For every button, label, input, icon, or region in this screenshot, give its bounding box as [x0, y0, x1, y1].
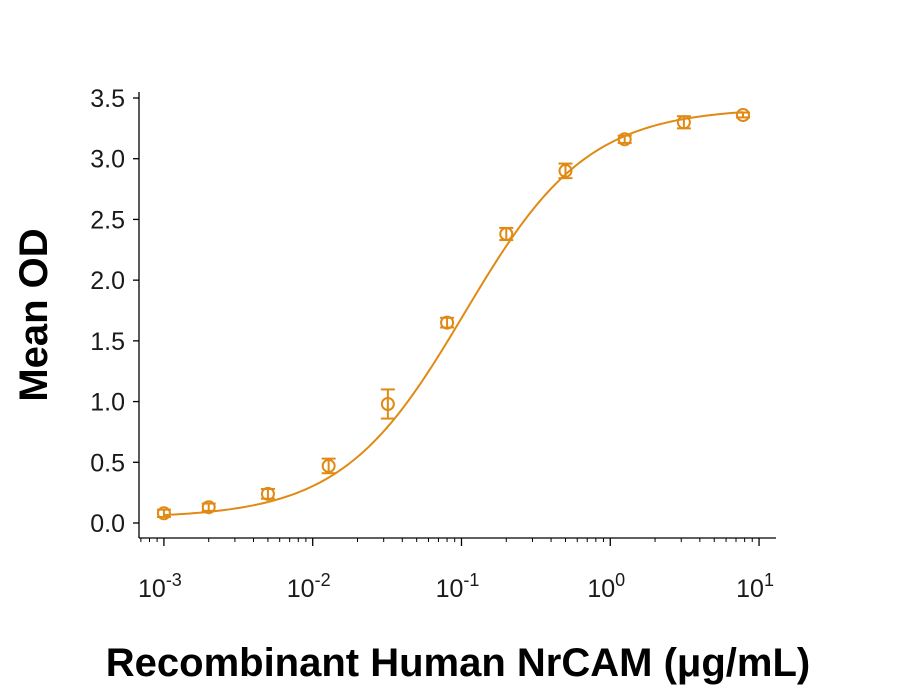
- data-point: [260, 486, 275, 501]
- x-tick-label: 101: [736, 570, 774, 603]
- marker: [260, 486, 275, 501]
- marker: [156, 506, 171, 521]
- y-tick-label: 1.5: [90, 328, 125, 356]
- fit-curve-group: [163, 111, 744, 517]
- marker: [499, 227, 514, 241]
- y-tick-label: 1.0: [90, 389, 125, 417]
- fit-curve: [163, 111, 744, 517]
- data-point: [321, 457, 336, 475]
- marker: [380, 397, 395, 411]
- data-point: [201, 500, 216, 515]
- marker: [617, 132, 632, 147]
- marker: [676, 115, 691, 130]
- y-tick-label: 0.5: [90, 449, 125, 477]
- marker: [201, 500, 216, 515]
- data-point: [156, 506, 171, 521]
- marker: [735, 108, 750, 122]
- data-points-group: [156, 108, 750, 521]
- data-point: [617, 132, 632, 147]
- marker: [558, 163, 573, 178]
- marker: [440, 315, 455, 330]
- x-axis-title: Recombinant Human NrCAM (μg/mL): [106, 641, 810, 685]
- y-tick-label: 3.0: [90, 146, 125, 174]
- data-point: [440, 315, 455, 330]
- x-tick-label: 10-2: [287, 570, 331, 603]
- data-point: [380, 388, 395, 420]
- x-tick-label: 100: [587, 570, 625, 603]
- y-tick-label: 0.0: [90, 510, 125, 538]
- y-tick-label: 2.5: [90, 206, 125, 234]
- data-point: [499, 226, 514, 242]
- x-tick-label: 10-1: [436, 570, 480, 603]
- data-point: [735, 108, 750, 122]
- data-point: [558, 162, 573, 180]
- y-axis-title: Mean OD: [12, 228, 56, 401]
- marker: [321, 458, 336, 473]
- y-tick-label: 3.5: [90, 85, 125, 113]
- data-point: [676, 115, 691, 130]
- y-tick-label: 2.0: [90, 267, 125, 295]
- axes: [133, 92, 776, 546]
- tick-labels-group: 0.0 0.5 1.0 1.5 2.0 2.5 3.0 3.5 10-3 10-2 10-1 100 1…: [90, 85, 774, 603]
- x-tick-label: 10-3: [138, 570, 182, 603]
